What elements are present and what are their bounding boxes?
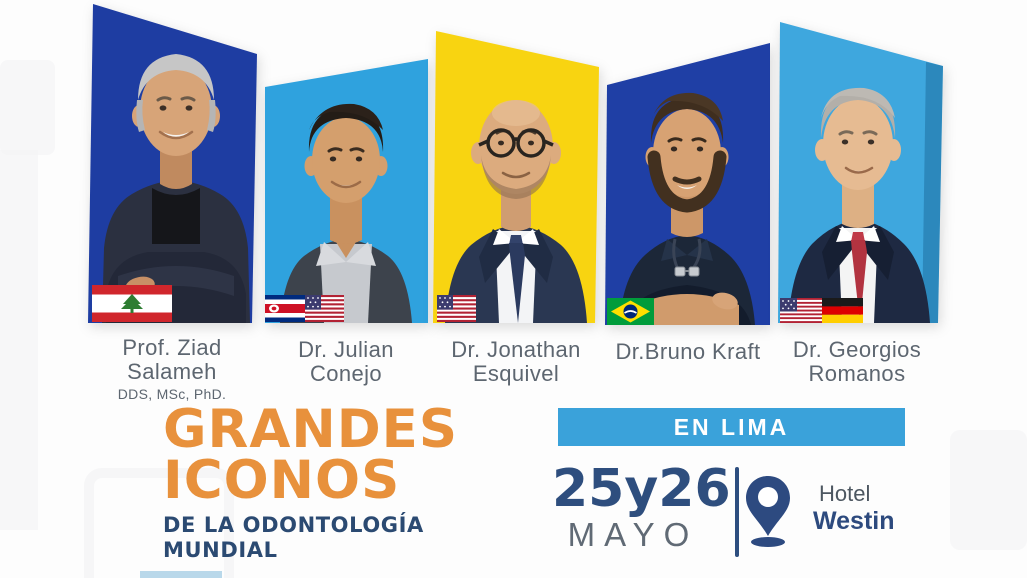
speaker-name-line2: Romanos bbox=[808, 361, 906, 386]
event-month: MAYO bbox=[567, 516, 699, 553]
usa-flag-icon bbox=[437, 295, 476, 322]
speaker-name-line2: Salameh bbox=[127, 359, 217, 384]
speaker-name-line2: Conejo bbox=[309, 361, 383, 386]
germany-flag-icon bbox=[822, 298, 863, 323]
speaker-name-ziad-salameh: Prof. Ziad Salameh DDS, MSc, PhD. bbox=[62, 336, 282, 404]
usa-flag-icon bbox=[780, 298, 822, 323]
speaker-name-line1: Dr. Julian bbox=[298, 337, 394, 362]
speaker-name-georgios-romanos: Dr. Georgios Romanos bbox=[747, 338, 967, 386]
background-watermark bbox=[950, 430, 1027, 550]
venue-line2: Westin bbox=[813, 507, 895, 535]
background-watermark bbox=[84, 468, 234, 578]
speaker-photo-jonathan-esquivel bbox=[445, 100, 587, 323]
venue-block: Hotel Westin bbox=[813, 481, 895, 536]
speaker-panel-julian-conejo bbox=[265, 59, 428, 323]
usa-flag-icon bbox=[305, 295, 344, 322]
speaker-name-julian-conejo: Dr. Julian Conejo bbox=[236, 338, 456, 386]
speaker-name-bruno-kraft: Dr.Bruno Kraft bbox=[578, 340, 798, 364]
speaker-photo-bruno-kraft bbox=[619, 92, 755, 325]
event-title-line1: GRANDES bbox=[163, 399, 459, 460]
speaker-panel-bruno-kraft bbox=[605, 43, 770, 325]
speaker-name-line1: Dr. Jonathan bbox=[451, 337, 581, 362]
location-banner: EN LIMA bbox=[558, 408, 905, 446]
speaker-panel-jonathan-esquivel bbox=[433, 31, 599, 323]
event-subtitle-line2: MUNDIAL bbox=[163, 538, 278, 562]
event-title-line2: ICONOS bbox=[163, 450, 401, 511]
costa-rica-flag-icon bbox=[265, 295, 305, 322]
vertical-divider bbox=[735, 467, 739, 557]
speaker-photo-julian-conejo bbox=[280, 103, 412, 323]
panel-spine bbox=[922, 62, 943, 323]
speaker-panel-georgios-romanos bbox=[778, 22, 943, 323]
event-subtitle-line1: DE LA ODONTOLOGÍA bbox=[163, 513, 424, 537]
event-dates: 25y26 bbox=[552, 459, 731, 519]
speaker-name-jonathan-esquivel: Dr. Jonathan Esquivel bbox=[406, 338, 626, 386]
speaker-name-line1: Prof. Ziad bbox=[122, 335, 222, 360]
location-pin-icon bbox=[740, 470, 798, 557]
speaker-panel-ziad-salameh bbox=[88, 4, 257, 323]
event-title-block: GRANDES ICONOS DE LA ODONTOLOGÍA MUNDIAL bbox=[163, 399, 459, 563]
decorative-bar bbox=[140, 571, 222, 578]
speaker-name-line1: Dr. Georgios bbox=[792, 337, 922, 362]
background-watermark bbox=[0, 150, 38, 530]
venue-line1: Hotel bbox=[819, 481, 871, 506]
speaker-name-line2: Esquivel bbox=[472, 361, 560, 386]
glasses-icon bbox=[478, 128, 554, 158]
lebanon-flag-icon bbox=[92, 285, 172, 322]
speaker-name-line1: Dr.Bruno Kraft bbox=[615, 339, 761, 364]
background-watermark bbox=[0, 60, 55, 155]
brazil-flag-icon bbox=[607, 298, 654, 325]
speaker-credentials: DDS, MSc, PhD. bbox=[117, 386, 227, 402]
